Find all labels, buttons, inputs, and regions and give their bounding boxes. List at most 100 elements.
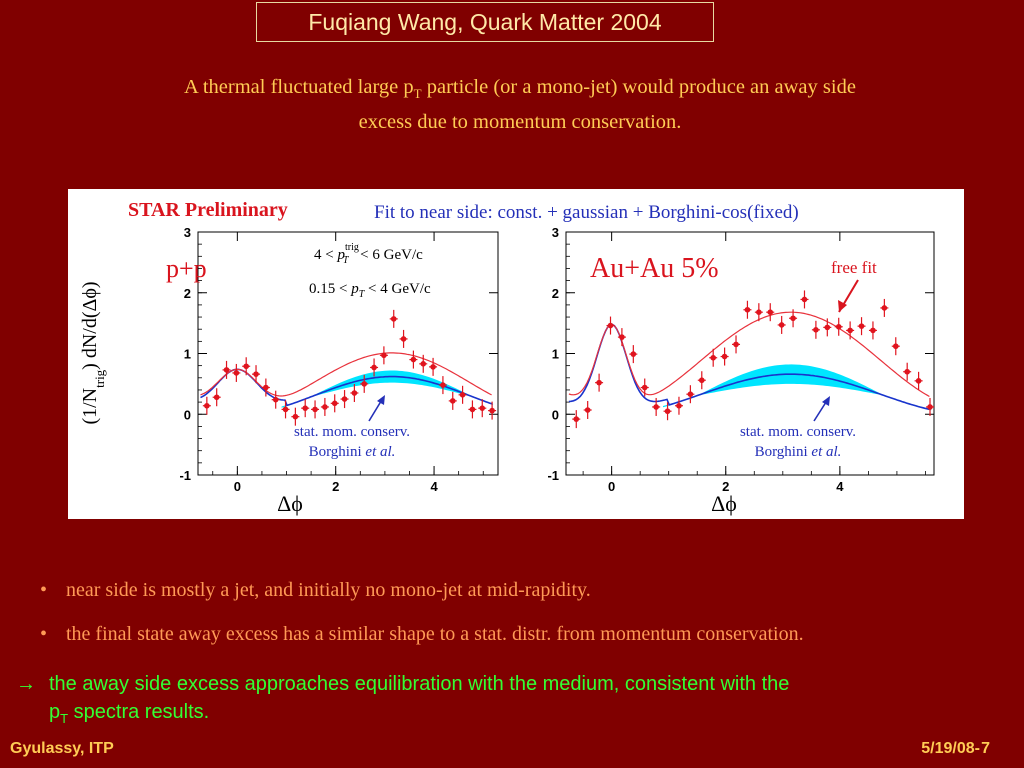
cut-trig-a: 4 <: [314, 247, 337, 263]
data-point: [410, 356, 417, 363]
data-point: [204, 402, 210, 409]
subtitle-subscript: T: [413, 86, 422, 102]
data-point: [687, 391, 694, 398]
cut-trig-sup: trig: [345, 242, 359, 253]
borghini-left-a: Borghini: [309, 444, 366, 460]
cut-assoc-label: 0.15 < pT < 4 GeV/c: [309, 281, 431, 300]
y-tick-label: 0: [184, 407, 191, 422]
data-point: [744, 306, 751, 313]
data-point: [858, 323, 865, 329]
data-point: [341, 396, 348, 402]
x-tick-label: 0: [608, 479, 615, 494]
cut-trig-p: p: [336, 247, 345, 263]
panel-auau: -1 0 1 2 3 0 2 4 Au+Au 5%: [547, 225, 935, 494]
free-fit-arrowhead: [838, 300, 847, 312]
data-point: [430, 364, 436, 370]
subtitle-text-a: A thermal fluctuated large p: [184, 76, 414, 98]
bullet-dot: •: [40, 623, 48, 645]
data-point: [469, 406, 476, 413]
data-point: [282, 406, 289, 413]
data-point: [361, 381, 368, 387]
data-point: [824, 324, 831, 331]
data-point: [915, 378, 922, 384]
data-point: [351, 390, 358, 396]
borghini-label-right: Borghini et al.: [755, 444, 842, 460]
slide-subtitle: A thermal fluctuated large pT particle (…: [60, 73, 980, 136]
data-point: [801, 296, 808, 303]
data-point: [213, 394, 220, 401]
borghini-label-left: Borghini et al.: [309, 444, 396, 460]
data-point: [767, 309, 774, 315]
data-point: [619, 334, 625, 340]
data-point: [835, 323, 842, 330]
y-axis-label-a: (1/N: [79, 388, 101, 425]
data-point: [449, 398, 456, 404]
data-point: [664, 408, 671, 415]
cut-assoc-b: < 4 GeV/c: [364, 281, 431, 297]
fit-description-label: Fit to near side: const. + gaussian + Bo…: [374, 202, 799, 223]
data-point: [263, 384, 269, 391]
y-tick-label: 3: [184, 225, 191, 240]
data-point: [459, 392, 466, 398]
y-tick-label: -1: [179, 468, 191, 483]
correlation-figure: -1 0 1 2 3 0 2 4 p+p -1 0 1 2 3 0 2 4 Au+Au 5% STAR Prel…: [68, 189, 964, 519]
data-point: [381, 352, 387, 359]
x-tick-label: 0: [234, 479, 241, 494]
data-point: [322, 404, 328, 410]
borghini-right-a: Borghini: [755, 444, 812, 460]
data-point: [312, 406, 318, 413]
data-point: [596, 379, 602, 386]
y-tick-label: 3: [552, 225, 559, 240]
bullet-text: near side is mostly a jet, and initially…: [66, 579, 591, 601]
x-tick-label: 2: [722, 479, 729, 494]
data-point: [573, 416, 580, 422]
mom-conserv-band: [662, 364, 932, 411]
conclusion-text-b: spectra results.: [68, 701, 210, 723]
data-point: [892, 343, 899, 350]
data-point: [778, 322, 785, 328]
cut-trig-sub: T: [343, 255, 350, 266]
bullet-list: • near side is mostly a jet, and initiall…: [40, 576, 1020, 664]
data-point: [400, 336, 407, 342]
x-tick-label: 4: [430, 479, 438, 494]
y-axis-label-sub: trig: [92, 369, 107, 388]
data-point: [927, 404, 933, 410]
x-tick-label: 4: [836, 479, 844, 494]
y-tick-label: 2: [184, 286, 191, 301]
cut-assoc-p: p: [350, 281, 359, 297]
y-axis-label: (1/Ntrig) dN/d(Δϕ): [79, 281, 107, 424]
data-point: [790, 315, 796, 322]
y-tick-label: 1: [552, 347, 559, 362]
free-fit-label: free fit: [831, 258, 877, 277]
panel-label: p+p: [166, 254, 207, 283]
footer-author: Gyulassy, ITP: [10, 740, 114, 757]
bullet-item: • the final state away excess has a simil…: [40, 620, 1020, 664]
stat-label-left: stat. mom. conserv.: [294, 424, 410, 440]
stat-arrowhead-right: [822, 396, 830, 406]
x-axis-label-right: Δϕ: [711, 491, 737, 516]
data-point: [390, 316, 397, 322]
data-point: [233, 370, 240, 376]
data-point: [479, 405, 486, 411]
cut-assoc-a: 0.15 <: [309, 281, 351, 297]
data-point: [721, 353, 728, 360]
borghini-left-b: et al.: [365, 444, 395, 460]
data-point: [440, 382, 446, 388]
stat-arrowhead-left: [377, 395, 385, 405]
subtitle-line-1: A thermal fluctuated large pT particle (…: [60, 73, 980, 108]
x-tick-label: 2: [332, 479, 339, 494]
y-tick-label: -1: [547, 468, 559, 483]
borghini-right-b: et al.: [811, 444, 841, 460]
cut-trigger-label: 4 < ptrig T < 6 GeV/c: [314, 242, 423, 266]
data-point: [489, 407, 495, 414]
data-point: [653, 404, 659, 410]
data-point: [881, 305, 888, 311]
fit-curve: [200, 352, 492, 397]
data-point: [847, 327, 853, 334]
conclusion-line-2: pT spectra results.: [49, 699, 209, 732]
subtitle-text-b: particle (or a mono-jet) would produce a…: [421, 76, 856, 98]
subtitle-line-2: excess due to momentum conservation.: [358, 111, 682, 134]
data-point: [630, 351, 637, 357]
data-point: [584, 407, 591, 413]
data-point: [420, 361, 427, 367]
